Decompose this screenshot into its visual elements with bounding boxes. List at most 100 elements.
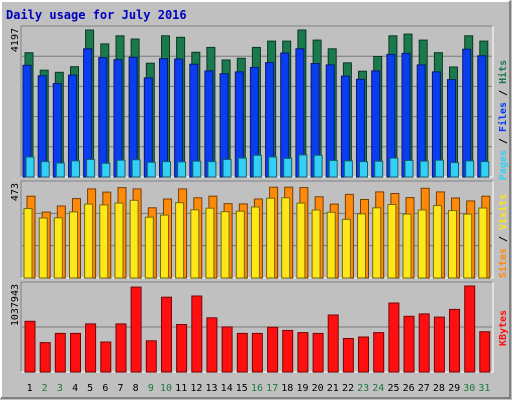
bar-kbytes-day-1 (24, 320, 36, 373)
legend-item-kbytes: KBytes (498, 310, 509, 346)
x-tick-label-day-19: 19 (296, 383, 308, 394)
bar-visits-day-9 (144, 216, 154, 279)
y-max-label: 473 (10, 183, 21, 201)
bar-visits-day-7 (114, 202, 124, 279)
bar-pages-day-8 (131, 159, 141, 178)
x-tick-label-day-18: 18 (281, 383, 293, 394)
panel-edge-dark (20, 180, 493, 278)
legend-item-pages: Pages (498, 150, 509, 180)
bar-files-day-31 (477, 55, 487, 178)
bar-kbytes-day-7 (115, 323, 127, 373)
bar-files-day-11 (174, 58, 184, 178)
bar-kbytes-day-19 (297, 332, 309, 373)
bar-kbytes-day-17 (267, 326, 279, 373)
bar-files-day-30 (462, 48, 472, 178)
bar-pages-day-13 (207, 161, 217, 178)
chart-panels: 4197 Pages / Files / Hits 473 Sites / Visit… (10, 25, 509, 373)
bar-files-day-27 (416, 64, 426, 178)
legend-separator: / (498, 230, 509, 248)
bar-visits-day-3 (53, 217, 63, 279)
bar-pages-day-14 (222, 159, 232, 178)
bar-kbytes-day-4 (70, 332, 81, 373)
x-tick-label-day-25: 25 (387, 383, 399, 394)
bar-kbytes-day-6 (100, 341, 112, 373)
legend-item-sites: Sites (497, 248, 509, 278)
bar-kbytes-day-21 (327, 314, 339, 373)
bar-visits-day-16 (250, 206, 260, 279)
x-tick-label-day-26: 26 (403, 383, 415, 394)
legend-visits-sites: Sites / Visits (497, 194, 509, 278)
bar-pages-day-11 (177, 161, 187, 178)
panel-edge-dark (20, 281, 493, 372)
bar-pages-day-22 (343, 160, 353, 178)
bar-pages-day-9 (146, 161, 156, 178)
x-tick-label-day-20: 20 (312, 383, 324, 394)
bar-pages-day-6 (101, 162, 111, 178)
bar-visits-day-17 (266, 197, 276, 279)
x-tick-label-day-5: 5 (87, 383, 93, 394)
legend-separator: / (498, 84, 509, 102)
bar-kbytes-day-9 (145, 340, 157, 373)
x-tick-label-day-8: 8 (133, 383, 139, 394)
bar-visits-day-18 (281, 197, 291, 279)
bar-visits-day-4 (69, 211, 78, 279)
x-tick-label-day-11: 11 (175, 383, 187, 394)
x-tick-label-day-9: 9 (148, 383, 154, 394)
bar-pages-day-2 (40, 161, 50, 178)
legend-item-files: Files (497, 102, 509, 132)
x-tick-label-day-10: 10 (160, 383, 172, 394)
bar-kbytes-day-8 (130, 286, 142, 373)
bar-visits-day-8 (129, 199, 139, 279)
bar-visits-day-26 (402, 213, 412, 279)
bar-visits-day-5 (84, 203, 94, 279)
bar-visits-day-25 (387, 204, 397, 279)
y-max-label: 1037943 (10, 284, 21, 326)
bar-pages-day-31 (480, 161, 490, 178)
bar-visits-day-2 (38, 217, 48, 279)
panel-edge-dark (20, 25, 493, 177)
bar-kbytes-day-15 (236, 332, 248, 373)
x-tick-label-day-28: 28 (433, 383, 445, 394)
bar-pages-day-26 (404, 160, 414, 178)
y-max-label: 4197 (10, 28, 21, 52)
legend-kbytes: KBytes (498, 310, 509, 346)
bar-kbytes-day-18 (282, 329, 294, 373)
x-axis-day-labels: 1 2 3 4 5 6 7 8 9 10 11 12 13 14 15 16 17 18 19 20 21 22 23 24 2… (27, 383, 491, 394)
bar-visits-day-28 (432, 205, 442, 279)
bar-pages-day-4 (71, 160, 80, 178)
bar-visits-day-10 (160, 214, 169, 279)
bar-pages-day-24 (374, 160, 384, 178)
bar-visits-day-23 (357, 213, 366, 279)
bar-kbytes-day-13 (206, 317, 218, 373)
bar-kbytes-day-2 (39, 342, 51, 373)
bar-visits-day-12 (190, 209, 200, 279)
bar-kbytes-day-5 (85, 323, 97, 373)
x-tick-label-day-7: 7 (117, 383, 123, 394)
bar-visits-day-14 (220, 211, 230, 279)
bar-visits-day-27 (417, 209, 427, 279)
bar-files-day-8 (128, 56, 138, 178)
bar-files-day-6 (98, 57, 108, 178)
bar-pages-day-29 (450, 162, 459, 178)
bar-pages-day-17 (268, 156, 278, 178)
bar-kbytes-day-22 (342, 338, 354, 373)
bar-kbytes-day-20 (312, 332, 324, 373)
x-tick-label-day-2: 2 (42, 383, 48, 394)
x-tick-label-day-29: 29 (448, 383, 460, 394)
bar-visits-day-21 (326, 211, 336, 279)
bar-visits-day-29 (448, 210, 457, 279)
x-tick-label-day-31: 31 (478, 383, 490, 394)
x-tick-label-day-22: 22 (342, 383, 354, 394)
bar-kbytes-day-26 (403, 315, 415, 373)
x-tick-label-day-21: 21 (327, 383, 339, 394)
bar-pages-day-3 (55, 162, 65, 178)
bar-files-day-12 (189, 63, 199, 178)
bar-kbytes-day-31 (479, 331, 491, 373)
x-tick-label-day-15: 15 (236, 383, 248, 394)
bar-kbytes-day-11 (176, 324, 188, 373)
bar-kbytes-day-10 (161, 296, 172, 373)
x-tick-label-day-23: 23 (357, 383, 369, 394)
bar-kbytes-day-14 (221, 326, 233, 373)
panel-visits-sites: 473 Sites / Visits (10, 180, 509, 279)
